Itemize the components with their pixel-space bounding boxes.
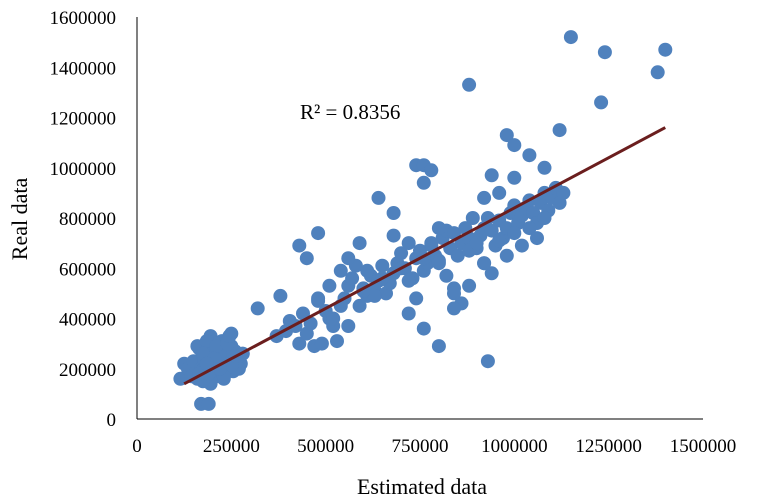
data-point — [292, 238, 307, 253]
data-point — [330, 334, 344, 349]
r-squared-annotation: R² = 0.8356 — [300, 100, 400, 124]
data-point — [447, 301, 461, 316]
data-point — [360, 263, 375, 278]
y-tick-label: 1200000 — [50, 109, 117, 130]
data-point — [250, 301, 265, 316]
tick-labels: 0 250000 500000 750000 1000000 1250000 1500000… — [50, 8, 737, 457]
y-tick-label: 800000 — [59, 209, 116, 230]
data-point — [522, 221, 537, 236]
data-point — [507, 170, 522, 185]
data-point — [341, 251, 356, 266]
data-point — [431, 339, 446, 354]
data-point — [658, 42, 673, 57]
data-point — [333, 263, 348, 278]
data-point — [530, 231, 544, 246]
x-tick-label: 500000 — [297, 436, 354, 457]
y-axis-label: Real data — [7, 178, 32, 261]
x-tick-label: 750000 — [392, 436, 449, 457]
data-point — [416, 321, 431, 336]
data-point — [462, 77, 477, 92]
y-tick-label: 1600000 — [50, 8, 117, 29]
data-point — [484, 223, 499, 238]
trendline — [183, 126, 666, 386]
data-point — [386, 206, 401, 220]
data-point — [322, 278, 337, 293]
data-point — [367, 288, 382, 303]
data-point — [201, 396, 216, 411]
data-point — [401, 236, 416, 251]
data-point — [314, 336, 329, 351]
data-point — [552, 123, 567, 138]
data-point — [311, 291, 326, 306]
data-point — [394, 246, 409, 261]
data-point — [499, 248, 514, 263]
data-point — [556, 185, 571, 200]
y-tick-label: 1400000 — [50, 58, 117, 79]
data-point — [492, 233, 507, 248]
data-point — [514, 238, 529, 253]
data-point — [292, 336, 307, 351]
axes — [136, 17, 703, 420]
data-point — [650, 65, 665, 80]
data-point — [462, 278, 477, 293]
data-point — [537, 211, 552, 225]
data-point — [386, 228, 401, 243]
data-point — [447, 286, 461, 301]
data-point — [477, 190, 492, 205]
data-point — [597, 45, 612, 60]
data-point — [401, 306, 416, 321]
x-tick-label: 1250000 — [575, 436, 642, 457]
data-point — [311, 226, 326, 241]
data-point — [273, 288, 288, 303]
data-point — [431, 256, 446, 271]
data-point — [484, 266, 499, 281]
data-point — [326, 311, 341, 326]
data-point — [352, 298, 367, 313]
trendline-layer — [183, 126, 666, 386]
y-tick-label: 0 — [107, 410, 117, 431]
data-point — [341, 319, 356, 333]
y-tick-label: 1000000 — [50, 159, 117, 180]
x-axis-label: Estimated data — [357, 474, 487, 499]
x-tick-label: 1500000 — [670, 436, 737, 457]
y-tick-label: 200000 — [59, 360, 116, 381]
x-tick-label: 0 — [132, 436, 142, 457]
data-point — [522, 148, 537, 163]
data-point — [499, 128, 514, 143]
data-point — [492, 185, 507, 200]
data-point — [345, 271, 360, 286]
data-point — [469, 236, 484, 251]
data-point — [480, 354, 495, 369]
data-point — [477, 256, 492, 271]
data-point — [424, 236, 439, 251]
data-point — [439, 268, 454, 283]
x-tick-label: 1000000 — [481, 436, 548, 457]
data-point — [409, 291, 424, 306]
x-tick-label: 250000 — [203, 436, 260, 457]
data-point — [424, 163, 439, 178]
data-point — [222, 329, 237, 344]
data-point — [199, 356, 214, 371]
data-point — [299, 251, 314, 266]
data-point — [371, 190, 386, 205]
data-point — [450, 248, 465, 263]
data-point — [507, 138, 522, 153]
data-points — [173, 30, 673, 411]
data-point — [401, 273, 416, 288]
data-point — [416, 175, 431, 190]
data-point — [209, 339, 224, 354]
data-point — [375, 258, 390, 273]
data-point — [352, 236, 367, 251]
data-point — [507, 226, 522, 241]
y-tick-label: 400000 — [59, 310, 116, 331]
data-point — [563, 30, 578, 45]
data-point — [484, 168, 499, 183]
data-point — [537, 160, 552, 175]
data-point — [465, 211, 480, 225]
data-point — [594, 95, 609, 110]
y-tick-label: 600000 — [59, 259, 116, 280]
data-point — [431, 221, 446, 236]
